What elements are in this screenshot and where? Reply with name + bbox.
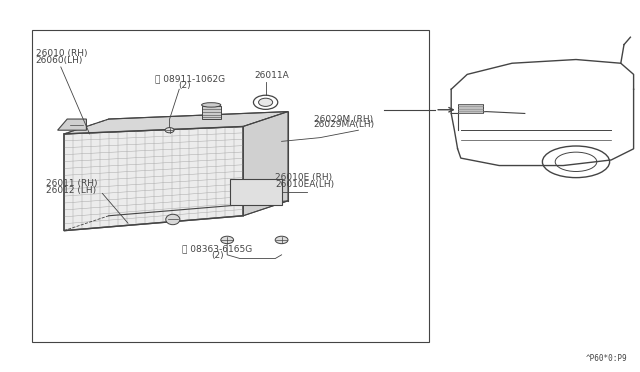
Ellipse shape <box>275 236 288 244</box>
Bar <box>32 30 429 342</box>
Ellipse shape <box>221 236 234 244</box>
Text: ^P60*0:P9: ^P60*0:P9 <box>586 354 627 363</box>
Polygon shape <box>64 126 243 231</box>
Text: Ⓢ 08363-6165G: Ⓢ 08363-6165G <box>182 244 253 253</box>
Ellipse shape <box>259 98 273 106</box>
Ellipse shape <box>165 128 174 133</box>
Polygon shape <box>202 106 221 119</box>
Polygon shape <box>64 112 288 134</box>
Text: 26011 (RH): 26011 (RH) <box>46 179 97 188</box>
Bar <box>230 179 282 205</box>
Text: 26010E (RH): 26010E (RH) <box>275 173 332 182</box>
Polygon shape <box>58 119 86 130</box>
Text: 26012 (LH): 26012 (LH) <box>46 186 96 195</box>
Ellipse shape <box>166 214 180 225</box>
Text: ⓝ 08911-1062G: ⓝ 08911-1062G <box>155 75 225 84</box>
Ellipse shape <box>202 103 221 107</box>
Text: 26029M (RH): 26029M (RH) <box>314 115 372 124</box>
Text: (2): (2) <box>211 251 224 260</box>
Text: 26029MA(LH): 26029MA(LH) <box>314 121 375 129</box>
Text: (2): (2) <box>178 81 191 90</box>
Text: 26011A: 26011A <box>255 71 289 80</box>
Text: 26010 (RH): 26010 (RH) <box>36 49 87 58</box>
Polygon shape <box>458 104 483 113</box>
Text: 26060(LH): 26060(LH) <box>36 56 83 65</box>
Text: 26010EA(LH): 26010EA(LH) <box>275 180 334 189</box>
Polygon shape <box>243 112 288 216</box>
